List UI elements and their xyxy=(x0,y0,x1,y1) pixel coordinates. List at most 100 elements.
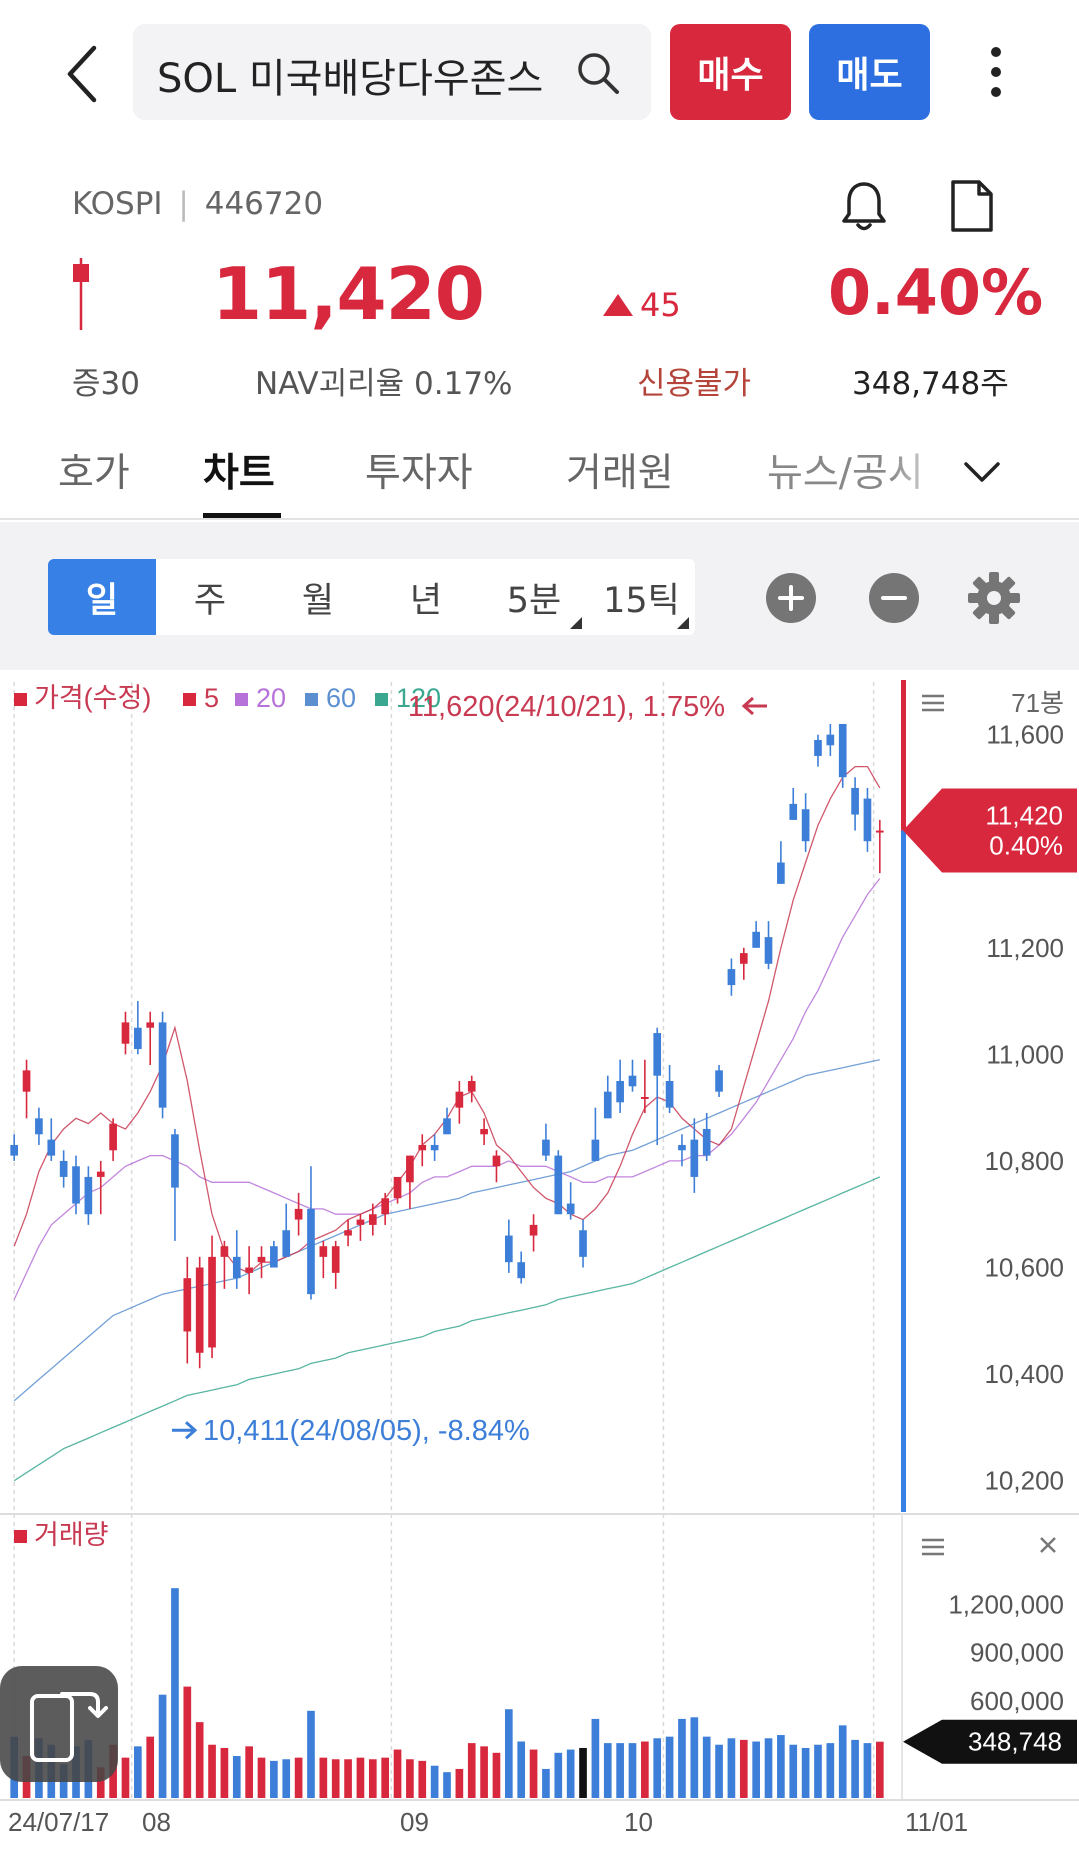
volume-bar xyxy=(467,1743,476,1798)
price-chart[interactable]: 가격(수정) 5 20 60 120 71봉 11,600 11,200 11,00… xyxy=(0,672,1079,1857)
candle-body xyxy=(863,798,872,842)
period-year[interactable]: 년 xyxy=(409,580,443,621)
candle-body xyxy=(764,937,773,964)
legend-price-label: 가격(수정) xyxy=(34,683,151,713)
candle-body xyxy=(257,1256,266,1263)
document-icon[interactable] xyxy=(947,178,997,234)
search-icon[interactable] xyxy=(575,50,621,96)
axis-range-down xyxy=(901,830,906,1512)
chart-grid xyxy=(13,682,875,1800)
period-5min-label: 5분 xyxy=(506,580,562,621)
volume-bar xyxy=(764,1738,773,1798)
low-annotation: 10,411(24/08/05), -8.84% xyxy=(172,1415,530,1447)
price-tick-label: 11,200 xyxy=(986,933,1064,963)
search-box[interactable]: SOL 미국배당다우존스 xyxy=(133,24,651,120)
candle-body xyxy=(158,1022,167,1108)
candle-body xyxy=(72,1166,80,1204)
current-price: 11,420 xyxy=(212,252,485,336)
legend-price-swatch xyxy=(14,693,27,706)
up-triangle-icon xyxy=(603,294,633,316)
period-5min[interactable]: 5분 xyxy=(480,559,588,635)
legend-ma5-label: 5 xyxy=(204,683,219,713)
tab-broker[interactable]: 거래원 xyxy=(566,451,674,496)
credit-status: 신용불가 xyxy=(637,366,752,402)
volume-axis-ticks: 1,200,000 900,000 600,000 xyxy=(948,1589,1064,1716)
volume-bar xyxy=(480,1746,488,1798)
period-week[interactable]: 주 xyxy=(193,580,227,621)
candle-body xyxy=(134,1027,142,1050)
volume-bar xyxy=(245,1746,253,1798)
candle-body xyxy=(517,1262,526,1279)
candle-body xyxy=(282,1230,291,1257)
period-15tick[interactable]: 15틱 xyxy=(588,559,695,635)
volume-bar xyxy=(134,1746,142,1798)
period-day[interactable]: 일 xyxy=(48,559,156,635)
price-tick-label: 10,200 xyxy=(984,1466,1064,1496)
ma20-line xyxy=(13,878,881,1300)
legend-ma5-swatch xyxy=(183,693,196,706)
candle-body xyxy=(344,1230,352,1236)
gear-icon[interactable] xyxy=(966,570,1022,626)
close-icon[interactable] xyxy=(1040,1537,1056,1553)
volume-bar xyxy=(430,1765,439,1798)
current-price-tag: 11,420 0.40% xyxy=(903,788,1077,873)
candle-body xyxy=(109,1123,117,1151)
tab-investor[interactable]: 투자자 xyxy=(365,451,473,496)
candle-body xyxy=(183,1278,192,1332)
tab-orderbook[interactable]: 호가 xyxy=(58,451,130,496)
bell-icon[interactable] xyxy=(836,178,892,234)
candle-body xyxy=(566,1203,575,1215)
candle-body xyxy=(826,734,835,746)
volume-menu-icon[interactable] xyxy=(922,1538,944,1556)
current-volume-tag: 348,748 xyxy=(903,1719,1077,1764)
volume-bars xyxy=(10,1588,884,1798)
volume-bar xyxy=(319,1757,328,1798)
legend-ma120-swatch xyxy=(375,693,388,706)
volume-bar xyxy=(801,1747,810,1798)
period-15tick-label: 15틱 xyxy=(603,580,680,621)
candle-body xyxy=(789,803,798,820)
candle-body xyxy=(245,1267,253,1273)
tab-chart[interactable]: 차트 xyxy=(203,451,275,496)
separator: | xyxy=(178,186,189,222)
ma60-line xyxy=(13,1059,880,1402)
candle-body xyxy=(406,1155,414,1183)
current-price-tag-value: 11,420 xyxy=(985,801,1063,831)
more-vertical-icon[interactable] xyxy=(980,44,1012,100)
candle-body xyxy=(171,1134,179,1188)
trade-volume: 348,748주 xyxy=(852,366,1009,402)
period-month[interactable]: 월 xyxy=(301,580,335,621)
chevron-down-icon[interactable] xyxy=(960,458,1004,486)
volume-bar xyxy=(443,1772,451,1798)
low-annotation-text: 10,411(24/08/05), -8.84% xyxy=(203,1415,530,1447)
buy-button[interactable]: 매수 xyxy=(670,24,791,120)
sell-button[interactable]: 매도 xyxy=(809,24,930,120)
volume-bar xyxy=(232,1756,241,1798)
exchange-code: KOSPI | 446720 xyxy=(72,186,323,222)
volume-bar xyxy=(146,1736,155,1798)
dropdown-corner-icon xyxy=(570,617,582,629)
zoom-in-icon[interactable] xyxy=(766,573,816,623)
candle-body xyxy=(814,739,822,756)
time-label-aug: 08 xyxy=(142,1807,171,1837)
time-label-oct: 10 xyxy=(624,1807,653,1837)
candle-body xyxy=(492,1155,501,1167)
volume-bar xyxy=(628,1743,637,1798)
legend-ma120-label: 120 xyxy=(396,683,441,713)
volume-bar xyxy=(665,1736,674,1798)
candle-body xyxy=(678,1144,686,1151)
candle-body xyxy=(690,1139,699,1177)
axis-range-up xyxy=(901,680,906,831)
price-tick-label: 10,600 xyxy=(984,1253,1064,1283)
volume-bar xyxy=(208,1744,216,1798)
back-icon[interactable] xyxy=(58,42,108,106)
volume-bar xyxy=(554,1752,563,1798)
time-label-start: 24/07/17 xyxy=(8,1807,109,1837)
menu-icon[interactable] xyxy=(922,694,944,712)
candle-body xyxy=(35,1118,43,1135)
candle-body xyxy=(616,1081,624,1103)
volume-bar xyxy=(220,1747,229,1798)
zoom-out-icon[interactable] xyxy=(869,573,919,623)
rotate-screen-icon[interactable] xyxy=(0,1666,118,1782)
volume-bar xyxy=(393,1749,402,1798)
